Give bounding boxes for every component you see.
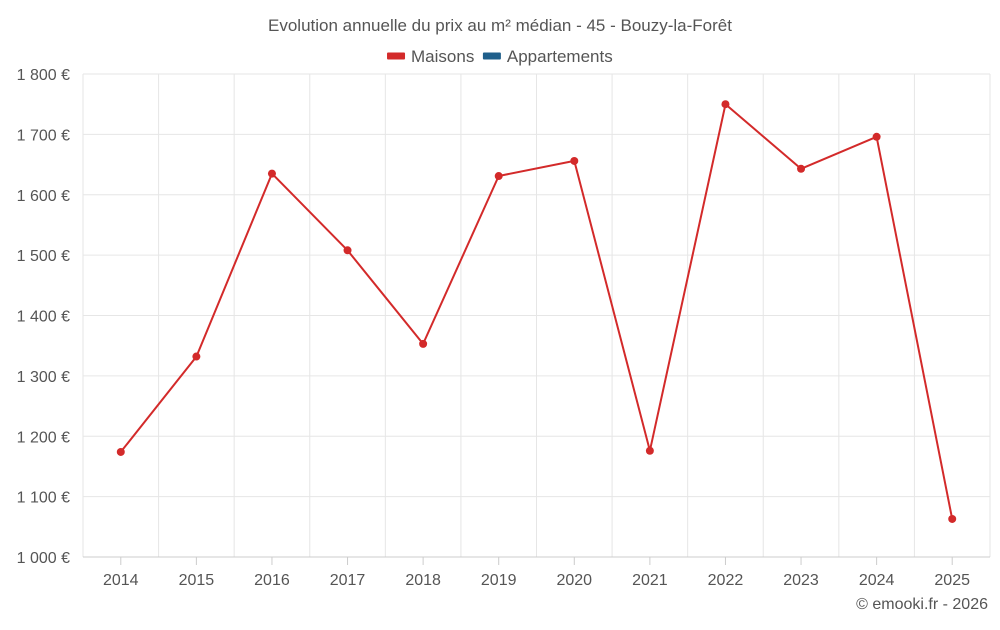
legend-label: Maisons <box>411 47 474 66</box>
data-point <box>570 156 579 165</box>
x-axis: 2014 2015 2016 2017 2018 2019 2020 2021 2022 2023… <box>83 556 990 589</box>
y-tick-label: 1 800 € <box>17 67 70 84</box>
data-point <box>645 446 654 455</box>
x-tick-label: 2022 <box>708 572 744 589</box>
x-tick-label: 2015 <box>179 572 215 589</box>
data-point <box>419 339 428 348</box>
data-point <box>948 514 957 523</box>
x-tick-label: 2024 <box>859 572 895 589</box>
y-tick-label: 1 400 € <box>17 309 70 326</box>
x-tick-label: 2016 <box>254 572 290 589</box>
x-tick-label: 2021 <box>632 572 668 589</box>
data-point <box>343 246 352 255</box>
chart-title: Evolution annuelle du prix au m² médian … <box>268 16 732 35</box>
legend-label: Appartements <box>507 47 613 66</box>
series-group <box>116 100 957 523</box>
series-line-maisons <box>120 103 954 520</box>
legend: Maisons Appartements <box>387 47 613 66</box>
y-axis: 1 000 € 1 100 € 1 200 € 1 300 € 1 400 € 1 500… <box>17 67 70 567</box>
data-point <box>192 352 201 361</box>
grid <box>82 73 991 557</box>
x-tick-label: 2019 <box>481 572 517 589</box>
x-tick-label: 2020 <box>556 572 592 589</box>
credit-text: © emooki.fr - 2026 <box>856 596 988 613</box>
x-tick-label: 2018 <box>405 572 441 589</box>
legend-item-maisons: Maisons <box>387 47 474 66</box>
x-tick-label: 2023 <box>783 572 819 589</box>
y-tick-label: 1 300 € <box>17 369 70 386</box>
x-tick-label: 2017 <box>330 572 366 589</box>
legend-swatch <box>482 52 501 60</box>
data-point <box>721 100 730 109</box>
legend-item-appartements: Appartements <box>482 47 613 66</box>
data-point <box>267 169 276 178</box>
x-tick-label: 2025 <box>934 572 970 589</box>
data-point <box>494 172 503 181</box>
x-tick-label: 2014 <box>103 572 139 589</box>
data-point <box>797 164 806 173</box>
legend-swatch <box>387 52 406 60</box>
y-tick-label: 1 000 € <box>17 550 70 567</box>
y-tick-label: 1 200 € <box>17 429 70 446</box>
y-tick-label: 1 700 € <box>17 127 70 144</box>
data-point <box>872 132 881 141</box>
y-tick-label: 1 100 € <box>17 490 70 507</box>
y-tick-label: 1 500 € <box>17 248 70 265</box>
y-tick-label: 1 600 € <box>17 188 70 205</box>
data-point <box>116 447 125 456</box>
